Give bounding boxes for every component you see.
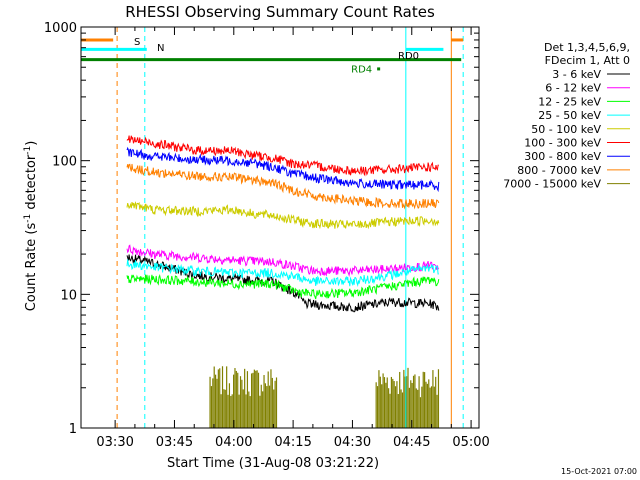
x-tick-label: 03:45 <box>156 435 193 450</box>
legend-label: 100 - 300 keV <box>524 137 601 150</box>
flag-label: RD0 <box>398 51 419 62</box>
series-line <box>126 274 440 300</box>
series-line <box>126 146 440 193</box>
legend-header-detectors: Det 1,3,4,5,6,9, <box>544 41 630 54</box>
legend-label: 12 - 25 keV <box>538 95 601 108</box>
rd4-point <box>377 67 381 71</box>
flag-label: N <box>157 43 164 54</box>
flag-label: S <box>134 37 140 48</box>
x-tick-label: 04:45 <box>393 435 430 450</box>
x-tick-label: 03:30 <box>96 435 133 450</box>
x-axis-label: Start Time (31-Aug-08 03:21:22) <box>167 456 379 471</box>
plot-frame <box>80 26 480 429</box>
footer-date: 15-Oct-2021 07:00 <box>561 467 637 476</box>
legend-label: 800 - 7000 keV <box>517 164 601 177</box>
chart-title: RHESSI Observing Summary Count Rates <box>125 3 435 21</box>
y-tick-label: 100 <box>52 155 77 170</box>
y-tick-label: 1000 <box>44 21 77 36</box>
legend-label: 50 - 100 keV <box>531 123 601 136</box>
legend: Det 1,3,4,5,6,9, FDecim 1, Att 0 3 - 6 k… <box>503 41 630 191</box>
legend-label: 7000 - 15000 keV <box>503 178 601 191</box>
series-line <box>126 201 440 230</box>
x-tick-label: 04:00 <box>215 435 252 450</box>
series-line <box>126 244 440 277</box>
point-label: RD4 <box>351 64 372 75</box>
x-tick-label: 04:15 <box>274 435 311 450</box>
y-tick-label: 10 <box>60 288 77 303</box>
series-line <box>126 259 439 287</box>
x-tick-label: 04:30 <box>334 435 371 450</box>
y-tick-label: 1 <box>69 422 77 437</box>
series-line <box>126 163 440 210</box>
plot-area: S N RD0 RD4 1 10 100 1000 03:30 03:45 04:00 04:15 04… <box>44 21 490 450</box>
y-axis-label: Count Rate (s-1 detector-1) <box>23 141 39 312</box>
x-tick-label: 05:00 <box>452 435 489 450</box>
legend-label: 3 - 6 keV <box>552 68 601 81</box>
legend-header-fdecim: FDecim 1, Att 0 <box>545 54 630 67</box>
legend-label: 6 - 12 keV <box>545 82 601 95</box>
legend-label: 300 - 800 keV <box>524 150 601 163</box>
legend-label: 25 - 50 keV <box>538 109 601 122</box>
series-line <box>126 135 439 177</box>
